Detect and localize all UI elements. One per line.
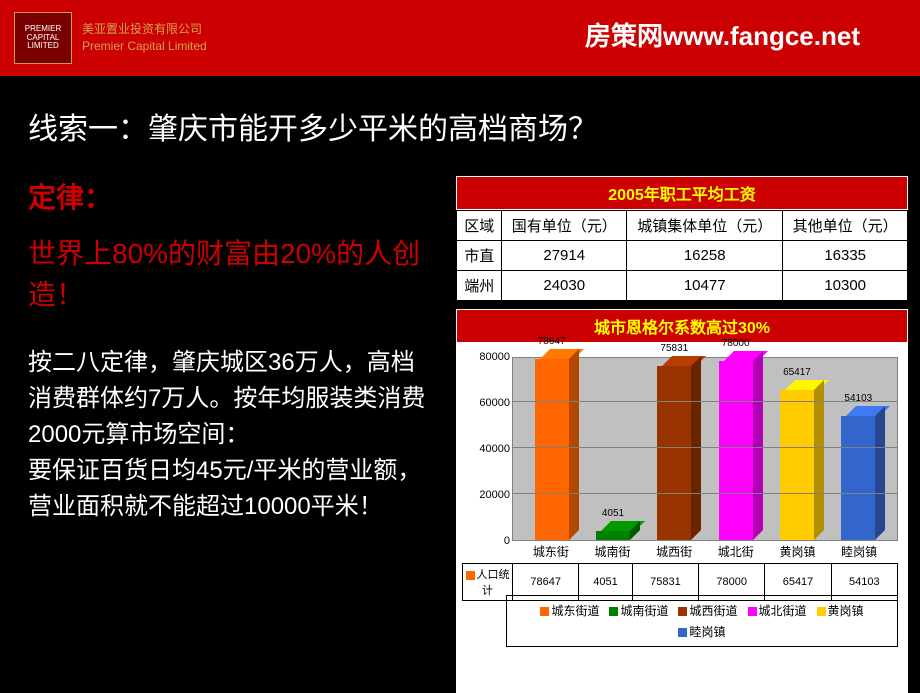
chart-box: 78647 4051 75831 78000 65417 54103 0 2000…	[456, 343, 908, 693]
bar-value-label: 78647	[522, 336, 582, 347]
x-category: 城西街	[652, 543, 696, 560]
bar: 54103	[841, 416, 875, 540]
logo-line3: LIMITED	[27, 42, 59, 51]
y-tick: 80000	[479, 351, 510, 363]
wage-cell: 24030	[502, 271, 627, 301]
wage-cell: 市直	[457, 241, 502, 271]
law-text: 世界上80%的财富由20%的人创造！	[28, 234, 438, 315]
x-category: 黄岗镇	[775, 543, 819, 560]
wage-cell: 27914	[502, 241, 627, 271]
wage-cell: 10300	[783, 271, 908, 301]
header-bar: PREMIER CAPITAL LIMITED 美亚置业投资有限公司 Premi…	[0, 0, 920, 76]
legend-item: 城南街道	[609, 602, 668, 619]
content-area: 定律： 世界上80%的财富由20%的人创造！ 按二八定律，肇庆城区36万人，高档…	[0, 148, 920, 693]
x-category: 城南街	[590, 543, 634, 560]
site-label: 房策网	[585, 21, 663, 51]
x-category: 城北街	[714, 543, 758, 560]
plot-area: 78647 4051 75831 78000 65417 54103	[512, 357, 898, 541]
bar: 78000	[719, 361, 753, 540]
wage-cell: 16335	[783, 241, 908, 271]
company-cn: 美亚置业投资有限公司	[82, 21, 207, 38]
bar-value-label: 75831	[644, 343, 704, 354]
law-label: 定律：	[28, 176, 438, 216]
legend-item: 城西街道	[678, 602, 737, 619]
bar: 78647	[535, 359, 569, 540]
bar-value-label: 78000	[706, 338, 766, 349]
right-column: 2005年职工平均工资 区域国有单位（元）城镇集体单位（元）其他单位（元） 市直…	[456, 176, 908, 693]
wage-table-title: 2005年职工平均工资	[456, 176, 908, 210]
x-categories: 城东街城南街 城西街 城北街黄岗镇 睦岗镇	[512, 543, 898, 560]
data-row-label: 人口统计	[463, 564, 513, 601]
bar-value-label: 4051	[583, 508, 643, 519]
bar: 4051	[596, 531, 630, 540]
legend-item: 黄岗镇	[817, 602, 864, 619]
wage-cell: 端州	[457, 271, 502, 301]
wage-cell: 16258	[627, 241, 783, 271]
x-category: 城东街	[529, 543, 573, 560]
company-name: 美亚置业投资有限公司 Premier Capital Limited	[82, 21, 207, 55]
site-name: 房策网www.fangce.net	[585, 16, 860, 53]
y-tick: 60000	[479, 397, 510, 409]
page-title: 线索一：肇庆市能开多少平米的高档商场？	[0, 76, 920, 148]
wage-table: 区域国有单位（元）城镇集体单位（元）其他单位（元） 市直279141625816…	[456, 210, 908, 301]
bar-value-label: 65417	[767, 367, 827, 378]
y-tick: 20000	[479, 489, 510, 501]
left-column: 定律： 世界上80%的财富由20%的人创造！ 按二八定律，肇庆城区36万人，高档…	[28, 176, 438, 693]
legend-item: 睦岗镇	[678, 623, 725, 640]
wage-col-header: 城镇集体单位（元）	[627, 211, 783, 241]
bar: 75831	[657, 366, 691, 540]
y-tick: 0	[504, 535, 510, 547]
chart-legend: 城东街道城南街道城西街道城北街道黄岗镇睦岗镇	[506, 595, 898, 647]
x-category: 睦岗镇	[837, 543, 881, 560]
wage-col-header: 区域	[457, 211, 502, 241]
logo: PREMIER CAPITAL LIMITED	[14, 12, 72, 64]
company-en: Premier Capital Limited	[82, 38, 207, 55]
body-text: 按二八定律，肇庆城区36万人，高档消费群体约7万人。按年均服装类消费2000元算…	[28, 345, 438, 525]
wage-col-header: 其他单位（元）	[783, 211, 908, 241]
y-tick: 40000	[479, 443, 510, 455]
site-url: www.fangce.net	[663, 21, 860, 51]
legend-item: 城北街道	[748, 602, 807, 619]
wage-col-header: 国有单位（元）	[502, 211, 627, 241]
bar: 65417	[780, 390, 814, 540]
legend-item: 城东街道	[540, 602, 599, 619]
wage-cell: 10477	[627, 271, 783, 301]
